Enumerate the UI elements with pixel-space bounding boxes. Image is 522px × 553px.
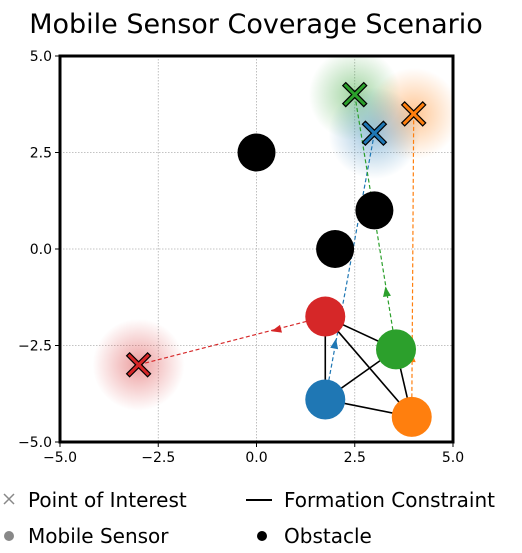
- legend-item-formation-constraint: Formation Constraint: [246, 488, 495, 512]
- legend-label: Formation Constraint: [284, 488, 495, 512]
- legend-item-mobile-sensor: Mobile Sensor: [4, 524, 169, 548]
- y-tick-label: 5.0: [30, 49, 52, 65]
- x-tick-label: 2.5: [344, 450, 366, 466]
- x-tick-label: −5.0: [43, 450, 77, 466]
- legend-x-marker-icon: [3, 493, 15, 505]
- x-tick-label: 5.0: [442, 450, 464, 466]
- y-tick-label: −2.5: [18, 339, 52, 355]
- legend-label: Point of Interest: [28, 488, 187, 512]
- poi-marker-green: [341, 81, 368, 108]
- sensor-red: [305, 296, 346, 337]
- obstacle: [355, 191, 394, 230]
- legend: Point of Interest Formation Constraint M…: [3, 488, 495, 548]
- x-tick-label: 0.0: [245, 450, 267, 466]
- obstacle: [316, 230, 355, 268]
- formation-edge: [324, 316, 413, 418]
- path-arrow-blue: [330, 338, 339, 350]
- y-tick-label: −5.0: [18, 435, 52, 451]
- y-tick-label: 2.5: [30, 146, 52, 162]
- x-axis: −5.0 −2.5 0.0 2.5 5.0: [43, 442, 464, 466]
- plot-area: [92, 56, 453, 437]
- obstacle: [237, 133, 276, 172]
- sensor-orange: [391, 396, 432, 437]
- legend-item-obstacle: Obstacle: [257, 524, 372, 548]
- path-orange: [411, 113, 415, 417]
- y-tick-label: 0.0: [30, 242, 52, 258]
- legend-label: Mobile Sensor: [28, 524, 169, 548]
- x-tick-label: −2.5: [141, 450, 175, 466]
- path-arrow-green: [383, 286, 391, 298]
- legend-item-point-of-interest: Point of Interest: [3, 488, 187, 512]
- legend-obstacle-dot-icon: [257, 531, 267, 541]
- y-axis: −5.0 −2.5 0.0 2.5 5.0: [18, 49, 60, 451]
- sensor-blue: [305, 379, 346, 420]
- legend-sensor-dot-icon: [4, 531, 14, 541]
- path-green: [354, 94, 397, 350]
- chart-title: Mobile Sensor Coverage Scenario: [29, 9, 483, 40]
- path-arrow-red: [271, 324, 282, 333]
- poi-marker-orange: [400, 101, 427, 127]
- poi-marker-blue: [361, 120, 388, 147]
- legend-label: Obstacle: [284, 524, 372, 548]
- poi-marker-red: [125, 351, 152, 378]
- sensor-green: [376, 329, 417, 370]
